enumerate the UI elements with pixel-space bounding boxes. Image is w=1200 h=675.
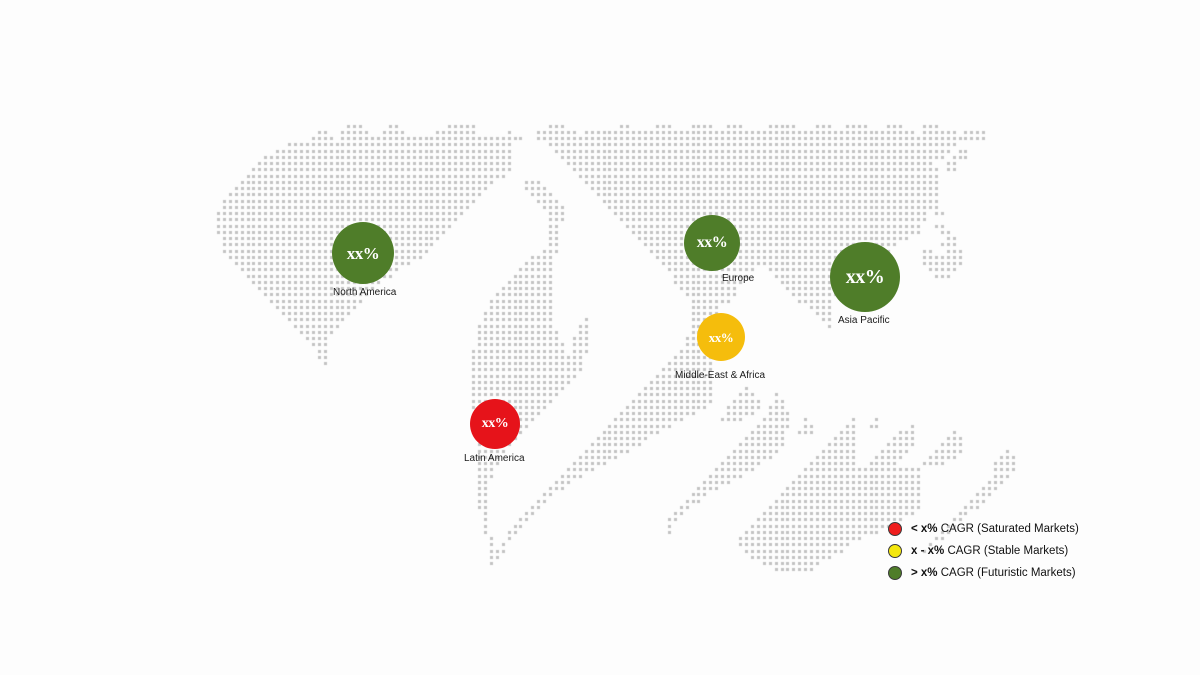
region-label-asia-pacific: Asia Pacific (838, 315, 890, 326)
region-label-latin-america: Latin America (464, 453, 525, 464)
legend-description-futuristic: CAGR (Futuristic Markets) (937, 567, 1076, 579)
region-bubble-europe[interactable]: xx% (684, 215, 740, 271)
legend-item-saturated[interactable]: < x% CAGR (Saturated Markets) (888, 518, 1079, 540)
region-bubble-latin-america[interactable]: xx% (470, 399, 520, 449)
legend-item-futuristic[interactable]: > x% CAGR (Futuristic Markets) (888, 562, 1079, 584)
legend-label-stable: x - x% CAGR (Stable Markets) (911, 545, 1068, 557)
legend-description-stable: CAGR (Stable Markets) (944, 545, 1069, 557)
region-cagr-value-asia-pacific: xx% (845, 266, 885, 288)
region-bubble-north-america[interactable]: xx% (332, 222, 394, 284)
region-cagr-value-north-america: xx% (346, 243, 380, 263)
region-bubble-middle-east-africa[interactable]: xx% (697, 313, 745, 361)
legend-dot-stable (888, 544, 902, 558)
legend-dot-saturated (888, 522, 902, 536)
legend-label-saturated: < x% CAGR (Saturated Markets) (911, 523, 1079, 535)
legend-range-stable: x - x% (911, 545, 945, 557)
legend-description-saturated: CAGR (Saturated Markets) (937, 523, 1079, 535)
region-label-middle-east-africa: Middle-East & Africa (675, 370, 766, 381)
legend-range-saturated: < x% (911, 523, 938, 535)
region-label-north-america: North America (333, 287, 397, 298)
cagr-legend: < x% CAGR (Saturated Markets) x - x% CAGR… (888, 518, 1079, 584)
region-cagr-value-latin-america: xx% (481, 416, 509, 431)
region-label-europe: Europe (722, 273, 755, 284)
region-cagr-value-europe: xx% (696, 234, 728, 251)
legend-label-futuristic: > x% CAGR (Futuristic Markets) (911, 567, 1076, 579)
region-bubble-asia-pacific[interactable]: xx% (830, 242, 900, 312)
legend-item-stable[interactable]: x - x% CAGR (Stable Markets) (888, 540, 1079, 562)
region-cagr-value-middle-east-africa: xx% (708, 329, 734, 345)
legend-dot-futuristic (888, 566, 902, 580)
legend-range-futuristic: > x% (911, 567, 938, 579)
